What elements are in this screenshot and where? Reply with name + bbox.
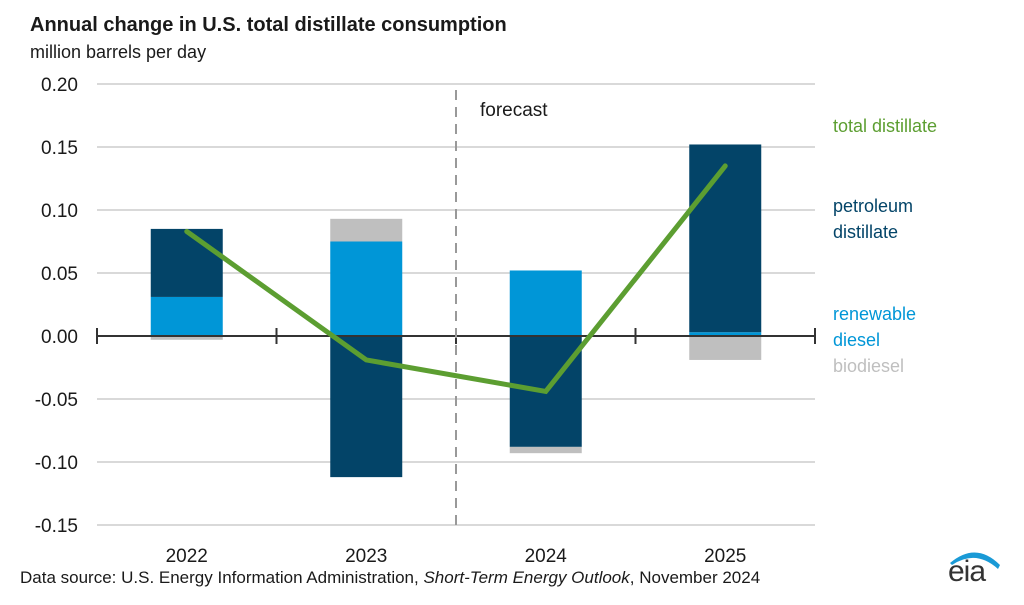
bar-segment-renewable-diesel [330,241,403,336]
legend-label-renewable-diesel: diesel [833,330,880,350]
source-publication: Short-Term Energy Outlook [423,568,630,587]
eia-logo-text: eia [948,555,986,588]
total-distillate-line [184,163,728,395]
chart-units-label: million barrels per day [30,42,207,62]
bar-segment-biodiesel [330,218,403,242]
legend-label-biodiesel: biodiesel [833,356,904,376]
bar-segment-biodiesel [509,446,582,454]
source-prefix: Data source: U.S. Energy Information Adm… [20,568,424,587]
bar-segment-renewable-diesel [150,296,223,336]
x-tick-label: 2023 [345,546,387,567]
legend-label-total-distillate: total distillate [833,116,937,136]
y-tick-label: 0.00 [41,327,78,348]
y-tick-label: -0.15 [35,516,78,537]
x-tick-label: 2025 [704,546,746,567]
bar-segment-petroleum-distillate [150,228,223,297]
y-tick-label: 0.05 [41,264,78,285]
x-tick-label: 2022 [166,546,208,567]
source-suffix: , November 2024 [629,568,761,587]
legend-label-renewable-diesel: renewable [833,304,916,324]
data-source-note: Data source: U.S. Energy Information Adm… [20,568,760,588]
eia-logo: eia [942,543,1006,593]
forecast-label: forecast [480,100,548,121]
bar-segment-renewable-diesel [689,332,762,336]
y-tick-label: -0.10 [35,453,78,474]
y-tick-label: -0.05 [35,390,78,411]
legend-label-petroleum-distillate: distillate [833,222,898,242]
eia-logo-arc-icon [950,552,1000,569]
y-tick-label: 0.10 [41,201,78,222]
x-tick-label: 2024 [525,546,568,567]
legend-label-petroleum-distillate: petroleum [833,196,913,216]
y-tick-label: 0.20 [41,75,78,96]
chart-title: Annual change in U.S. total distillate c… [30,14,507,36]
bar-segment-biodiesel [689,336,762,360]
bar-segment-petroleum-distillate [689,144,762,333]
y-tick-label: 0.15 [41,138,78,159]
bar-segment-renewable-diesel [509,270,582,336]
bar-segment-biodiesel [150,336,223,340]
